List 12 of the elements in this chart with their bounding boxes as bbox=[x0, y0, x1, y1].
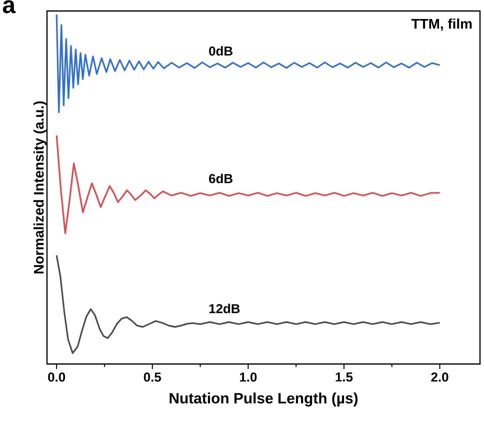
annotation: TTM, film bbox=[411, 18, 472, 31]
x-tick-label: 1.0 bbox=[240, 372, 257, 382]
x-axis-title: Nutation Pulse Length (µs) bbox=[170, 392, 358, 407]
series-label: 0dB bbox=[209, 46, 232, 56]
y-axis-title: Normalized Intensity (a.u.) bbox=[33, 101, 46, 274]
series-label: 12dB bbox=[209, 304, 240, 314]
x-tick-label: 0.0 bbox=[48, 372, 66, 382]
series-label: 6dB bbox=[209, 174, 232, 184]
text: a bbox=[2, 0, 16, 14]
x-tick-label: 0.5 bbox=[144, 372, 162, 382]
x-tick-label: 1.5 bbox=[336, 372, 353, 382]
x-tick-label: 2.0 bbox=[431, 372, 448, 382]
